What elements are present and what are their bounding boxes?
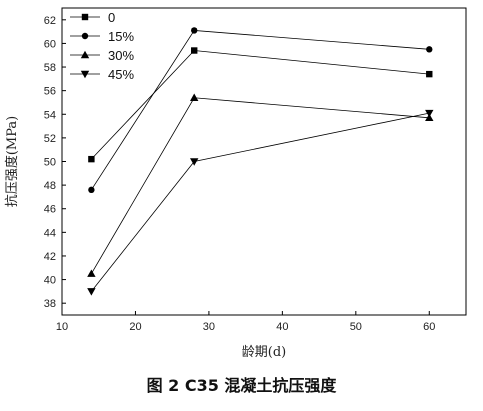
data-point-marker: [88, 186, 95, 194]
x-tick-label: 50: [350, 321, 362, 333]
data-point-marker: [190, 158, 199, 166]
y-tick-label: 38: [44, 298, 56, 310]
x-tick-label: 40: [276, 321, 288, 333]
y-tick-label: 46: [44, 204, 56, 216]
series-3: [87, 109, 434, 296]
x-tick-label: 20: [129, 321, 141, 333]
data-point-marker: [87, 288, 96, 296]
legend-label: 30%: [108, 48, 134, 63]
y-tick-label: 60: [44, 38, 56, 50]
data-point-marker: [191, 47, 198, 54]
legend-marker: [81, 32, 89, 40]
x-tick-label: 30: [203, 321, 215, 333]
data-point-marker: [87, 269, 96, 277]
x-tick-label: 60: [423, 321, 435, 333]
legend-marker: [81, 13, 89, 21]
y-tick-label: 42: [44, 251, 56, 263]
data-point-marker: [426, 46, 433, 53]
compressive-strength-chart: 10 20 30 40 50 60 38 40 42 44 46 48 50 52 54 56 58 60 62 0…: [4, 7, 467, 360]
series-0: [88, 47, 433, 163]
legend-item: 0: [70, 10, 115, 25]
data-point-marker: [426, 70, 433, 78]
figure-caption: 图 2 C35 混凝土抗压强度: [146, 376, 337, 395]
y-tick-label: 50: [44, 157, 56, 169]
y-tick-label: 54: [44, 109, 56, 121]
series-1: [88, 27, 433, 194]
x-tick-label: 10: [56, 321, 68, 333]
legend-label: 15%: [108, 29, 134, 44]
y-tick-label: 58: [44, 62, 56, 74]
y-tick-label: 56: [44, 86, 56, 98]
data-point-marker: [190, 93, 199, 101]
series-line: [91, 97, 430, 274]
legend-item: 45%: [70, 67, 134, 82]
data-point-marker: [425, 113, 434, 122]
series-2: [87, 93, 434, 277]
y-axis-label: 抗压强度(MPa): [4, 116, 20, 207]
legend-label: 0: [108, 10, 115, 25]
legend-marker: [80, 70, 90, 79]
legend-item: 30%: [70, 48, 134, 63]
legend-marker: [80, 50, 90, 59]
data-point-marker: [425, 109, 434, 118]
y-tick-label: 44: [44, 227, 56, 239]
data-point-marker: [88, 155, 95, 163]
series-line: [91, 30, 430, 191]
series-line: [91, 50, 430, 160]
x-axis-label: 龄期(d): [242, 345, 286, 360]
y-tick-label: 48: [44, 180, 56, 192]
legend-label: 45%: [108, 67, 134, 82]
y-tick-label: 62: [44, 15, 56, 27]
y-tick-label: 40: [44, 275, 56, 287]
data-point-marker: [191, 27, 198, 34]
y-tick-label: 52: [44, 133, 56, 145]
series-line: [91, 112, 430, 292]
legend-item: 15%: [70, 29, 134, 44]
